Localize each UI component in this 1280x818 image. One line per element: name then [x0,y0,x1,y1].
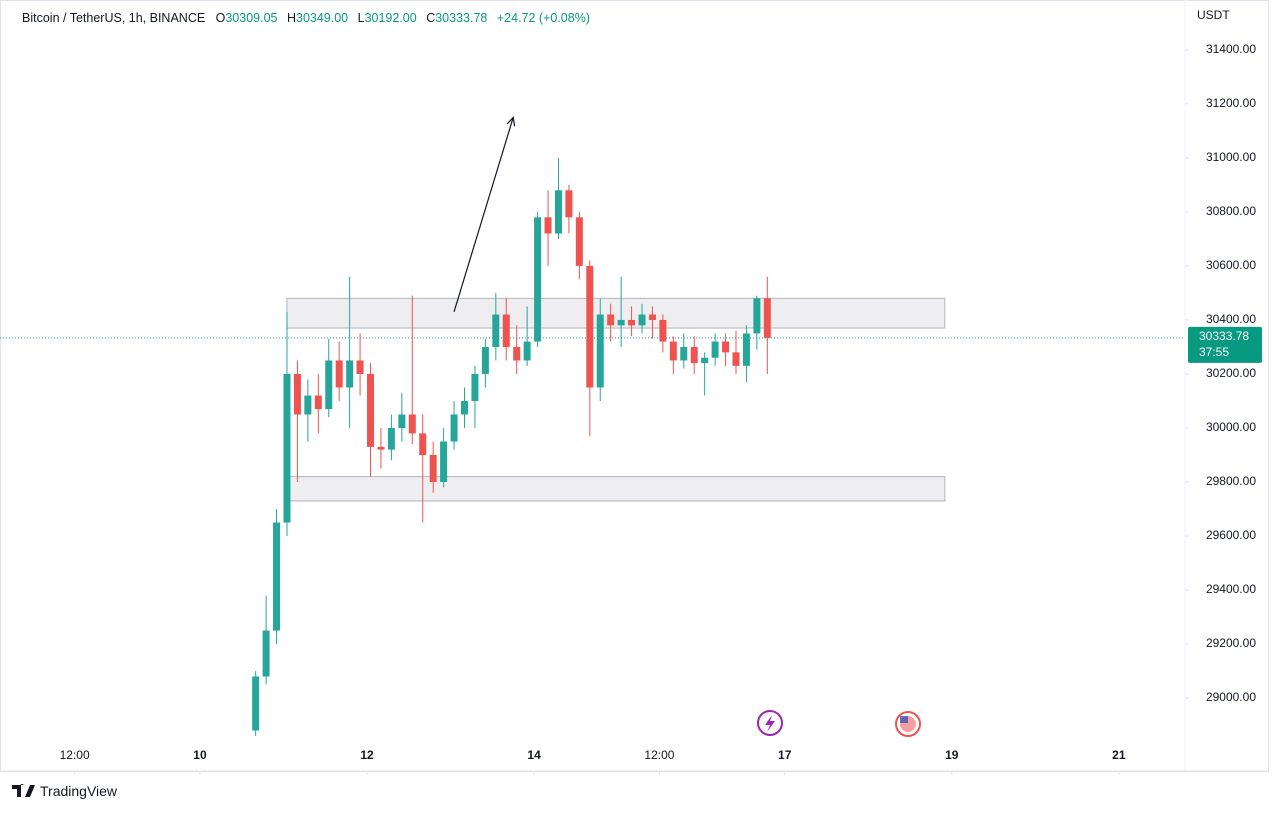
symbol: Bitcoin / TetherUS, 1h, BINANCE [22,11,206,25]
y-tick-label: 29600.00 [1206,528,1256,542]
zone [286,476,946,502]
candle-body [356,360,364,374]
candle-body [648,314,656,320]
candle-body [711,341,719,358]
y-tick-label: 29000.00 [1206,690,1256,704]
x-tick-label: 12 [360,748,374,762]
ohlc-value: 30192.00 [364,11,417,25]
candle-body [262,630,270,677]
candle-body [763,298,771,338]
ohlc-label: L [357,11,365,25]
candle-body [607,314,615,326]
candle-body [732,352,740,366]
x-tick-label: 19 [945,748,959,762]
candle-body [690,346,698,364]
event-icon[interactable] [895,711,921,737]
ohlc-value: 30333.78 [435,11,488,25]
candle-body [722,341,730,353]
candle-body [367,373,375,447]
y-tick-label: 29800.00 [1206,474,1256,488]
candle-body [502,314,510,347]
candle-body [387,427,395,450]
candle-body [669,341,677,361]
candle-body [440,441,448,483]
candle-body [492,314,500,347]
candle-body [481,346,489,374]
candle-body [638,314,646,326]
candle-body [680,346,688,361]
candle-body [617,319,625,326]
candle-body [513,346,521,361]
x-tick-label: 14 [527,748,541,762]
y-tick-label: 31200.00 [1206,96,1256,110]
y-tick-label: 30600.00 [1206,258,1256,272]
candle-body [565,190,573,218]
ohlc-label: C [426,11,436,25]
y-tick-label: 29200.00 [1206,636,1256,650]
candle-body [742,333,750,366]
candle-body [596,314,604,388]
candle-body [273,522,281,631]
candle-body [398,414,406,428]
candle-body [252,676,260,731]
symbol-header: Bitcoin / TetherUS, 1h, BINANCE O30309.0… [22,11,596,25]
candle-body [460,400,468,415]
candle-body [701,357,709,364]
candle-body [304,395,312,415]
countdown: 37:55 [1199,345,1229,359]
change: +24.72 (+0.08%) [496,11,590,25]
event-icon[interactable] [757,710,783,736]
candle-body [314,395,322,410]
candle-body [471,373,479,401]
ohlc-label: O [215,11,226,25]
price-tag [1188,326,1262,363]
candle-body [534,217,542,342]
price-tag-label: 30333.78 [1199,329,1249,343]
candle-body [544,217,552,234]
y-unit: USDT [1197,8,1230,22]
candle-body [628,319,636,326]
candle-body [283,373,291,523]
candle-body [586,265,594,388]
trend-arrow [453,117,514,313]
candle-body [450,414,458,442]
ohlc-value: 30309.05 [225,11,278,25]
y-tick-label: 29400.00 [1206,582,1256,596]
x-tick-label: 21 [1112,748,1126,762]
y-tick-label: 30000.00 [1206,420,1256,434]
candle-body [377,446,385,450]
arrow-head [506,116,516,127]
x-tick-label: 10 [193,748,207,762]
brand: TradingView [40,783,118,799]
y-tick-label: 30800.00 [1206,204,1256,218]
candle-body [325,360,333,410]
brand-logo [12,784,35,797]
y-tick-label: 31400.00 [1206,42,1256,56]
y-tick-label: 30400.00 [1206,312,1256,326]
chart-border [0,0,1269,772]
candle-body [419,433,427,455]
x-tick-label: 17 [778,748,792,762]
candle-body [335,360,343,388]
candle-body [554,190,562,234]
candle-body [753,298,761,334]
footer: TradingView [12,783,117,799]
zone [286,297,946,329]
y-tick-label: 31000.00 [1206,150,1256,164]
candle-body [575,217,583,266]
x-tick-label: 12:00 [644,748,674,762]
candle-body [659,319,667,342]
ohlc-value: 30349.00 [296,11,349,25]
candle-body [293,373,301,415]
candle-body [429,454,437,483]
candle-body [523,341,531,361]
candle-body [408,414,416,434]
y-tick-label: 30200.00 [1206,366,1256,380]
ohlc-label: H [286,11,296,25]
candle-body [346,360,354,388]
x-tick-label: 12:00 [60,748,90,762]
